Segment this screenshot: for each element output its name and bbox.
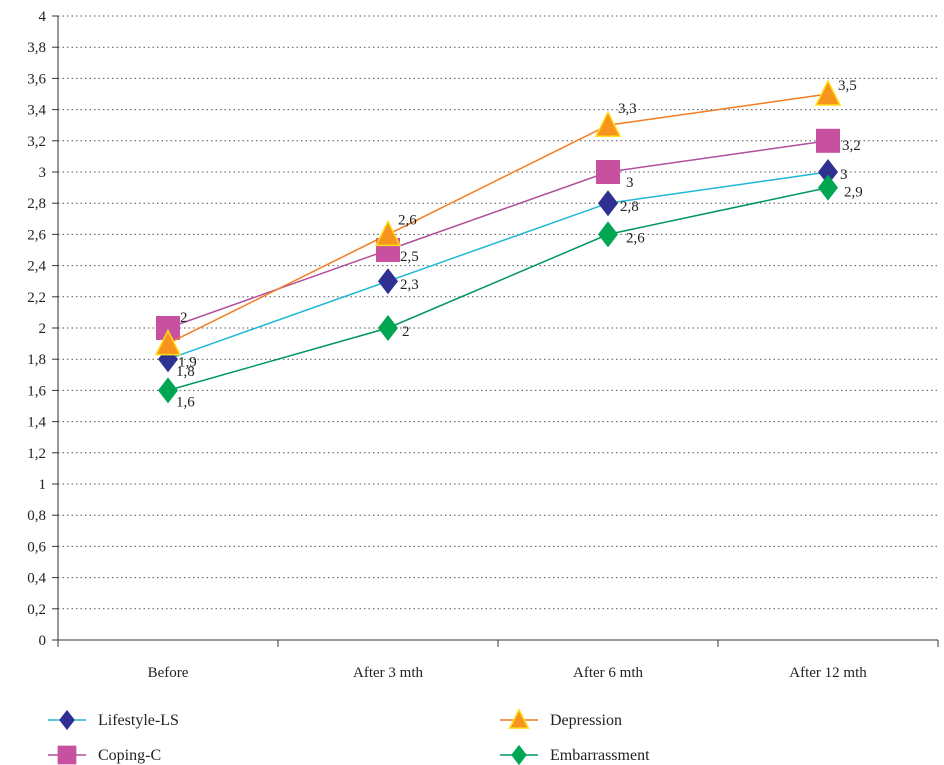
y-tick-label: 3,4 — [27, 103, 46, 119]
marker-diamond — [598, 190, 618, 217]
marker-diamond — [818, 159, 838, 185]
data-label: 2,6 — [626, 230, 645, 246]
y-tick-label: 2,6 — [27, 227, 46, 243]
y-tick-label: 0,4 — [27, 571, 46, 587]
x-tick-label: After 6 mth — [573, 665, 643, 681]
data-label: 3 — [840, 167, 848, 183]
marker-diamond — [59, 709, 75, 731]
y-tick-label: 1,6 — [27, 383, 46, 399]
series-line — [167, 186, 829, 392]
y-tick-label: 3,8 — [27, 40, 46, 56]
y-tick-label: 1,2 — [27, 446, 46, 462]
data-label: 3,5 — [838, 78, 857, 94]
y-tick-label: 0,8 — [27, 508, 46, 524]
y-tick-label: 1 — [39, 477, 47, 493]
series-depression: 1,9 2,6 3,3 3,5 — [154, 78, 857, 371]
marker-diamond — [511, 744, 527, 765]
legend-label: Lifestyle-LS — [98, 712, 179, 729]
data-label: 3 — [626, 175, 634, 191]
data-label: 2 — [180, 310, 188, 326]
y-tick-label: 2,8 — [27, 196, 46, 212]
legend-label: Depression — [550, 712, 622, 729]
y-tick-label: 1,4 — [27, 415, 46, 431]
legend-label: Coping-C — [98, 747, 161, 764]
series-line — [167, 93, 829, 345]
marker-square — [596, 160, 620, 184]
legend: Lifestyle-LS Depression Coping-C Embarrassm… — [48, 708, 650, 765]
x-tick-label: Before — [148, 665, 189, 681]
data-label: 1,6 — [176, 394, 195, 410]
y-tick-label: 2,4 — [27, 259, 46, 275]
marker-diamond — [598, 221, 618, 248]
marker-triangle — [508, 708, 530, 729]
data-label: 2,8 — [620, 199, 639, 215]
marker-triangle — [154, 328, 182, 356]
y-tick-label: 3,2 — [27, 134, 46, 150]
y-tick-label: 2 — [39, 321, 47, 337]
marker-triangle — [814, 79, 842, 106]
y-tick-label: 0,6 — [27, 539, 46, 555]
marker-diamond — [158, 377, 178, 404]
legend-item: Depression — [500, 708, 622, 729]
marker-triangle — [374, 219, 402, 247]
x-tick-label: After 3 mth — [353, 665, 423, 681]
marker-diamond — [378, 315, 398, 341]
y-tick-label: 1,8 — [27, 352, 46, 368]
data-label: 2 — [402, 324, 410, 340]
y-tick-label: 0,2 — [27, 602, 46, 618]
marker-diamond — [378, 268, 398, 295]
data-label: 3,3 — [618, 101, 637, 117]
data-label: 1,8 — [176, 364, 195, 380]
grid-lines — [58, 15, 938, 610]
series-embarrassment: 1,6 2 2,6 2,9 — [158, 174, 863, 410]
y-axis-tick-labels: 0 0,2 0,4 0,6 0,8 1 1,2 1,4 1,6 1,8 2 2,2 2,4 2,6 2,8 3… — [27, 9, 46, 649]
legend-item: Lifestyle-LS — [48, 709, 179, 731]
data-label: 1,9 — [178, 355, 197, 371]
y-tick-label: 3 — [39, 165, 47, 181]
x-axis-tick-labels: Before After 3 mth After 6 mth After 12 mth — [148, 665, 868, 681]
series-group: 1,8 2,3 2,8 3 2 2,5 3 3,2 1,9 2,6 3,3 3,5 1,6 2 2,6 2,9 — [154, 78, 863, 410]
y-tick-label: 3,6 — [27, 71, 46, 87]
data-label: 2,9 — [844, 185, 863, 201]
legend-label: Embarrassment — [550, 747, 650, 764]
data-label: 2,3 — [400, 277, 419, 293]
marker-diamond — [818, 174, 838, 201]
series-lifestyle-ls: 1,8 2,3 2,8 3 — [158, 159, 848, 380]
data-label: 2,5 — [400, 249, 419, 265]
legend-item: Embarrassment — [500, 744, 650, 765]
axes — [52, 15, 939, 647]
data-label: 2,6 — [398, 212, 417, 228]
data-label: 3,2 — [842, 138, 861, 154]
y-tick-label: 4 — [39, 9, 47, 25]
marker-triangle — [594, 110, 622, 137]
legend-item: Coping-C — [48, 745, 161, 765]
x-tick-label: After 12 mth — [789, 665, 867, 681]
series-coping-c: 2 2,5 3 3,2 — [156, 128, 861, 340]
marker-square — [57, 745, 77, 765]
y-tick-label: 2,2 — [27, 290, 46, 306]
marker-square — [816, 128, 840, 153]
series-line — [167, 171, 829, 360]
y-tick-label: 0 — [39, 633, 47, 649]
